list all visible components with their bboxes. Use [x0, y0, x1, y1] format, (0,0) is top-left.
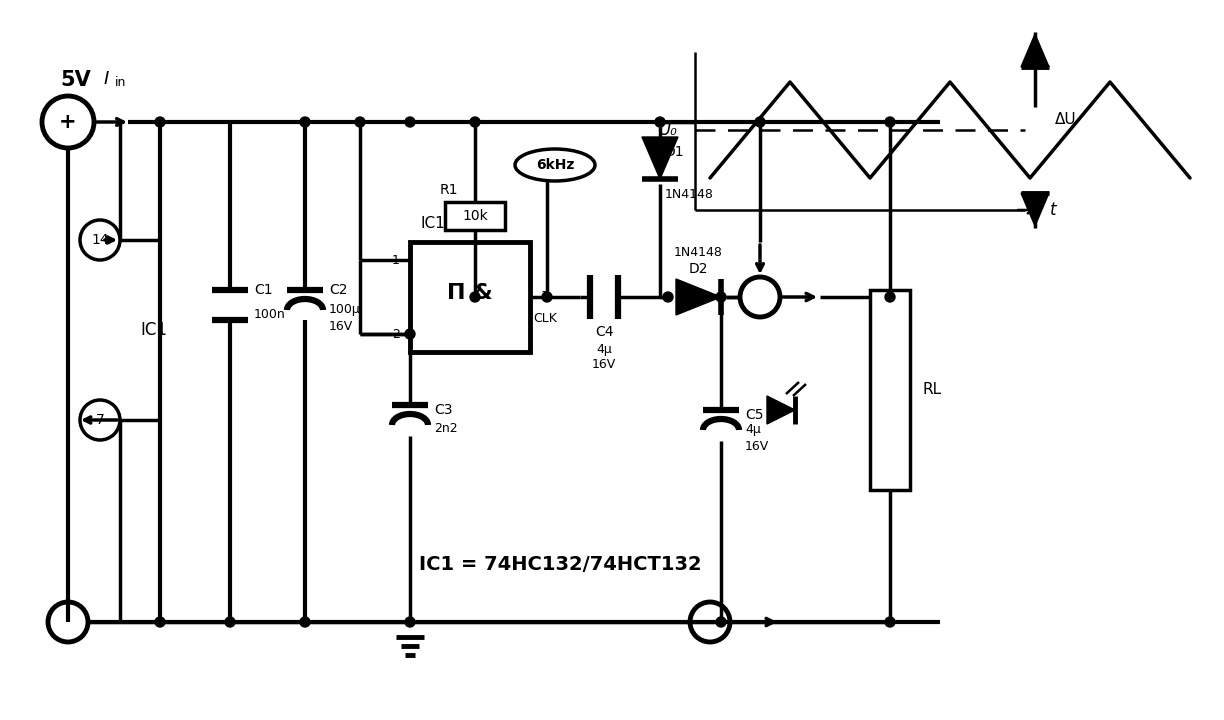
Circle shape: [405, 617, 415, 627]
Text: ΔU: ΔU: [1055, 112, 1077, 127]
Text: C4: C4: [595, 325, 613, 339]
Bar: [410, 242, 530, 352]
Text: +: +: [59, 112, 77, 132]
Bar: [446, 202, 506, 230]
Text: 14: 14: [91, 233, 109, 247]
Text: 7: 7: [95, 413, 104, 427]
Circle shape: [716, 292, 726, 302]
Circle shape: [716, 617, 726, 627]
Ellipse shape: [515, 149, 595, 181]
Text: D1: D1: [665, 145, 684, 159]
Text: RL: RL: [922, 382, 941, 397]
Text: 4µ: 4µ: [596, 343, 612, 356]
Text: C3: C3: [435, 403, 453, 417]
Text: 1N4148: 1N4148: [673, 246, 722, 259]
Text: C1: C1: [255, 283, 273, 297]
Circle shape: [470, 292, 480, 302]
Circle shape: [155, 617, 165, 627]
Circle shape: [300, 117, 310, 127]
Text: IC1: IC1: [140, 321, 166, 339]
Text: 6kHz: 6kHz: [536, 158, 574, 172]
Text: 3: 3: [540, 290, 548, 304]
Text: C2: C2: [329, 283, 348, 297]
Text: C5: C5: [745, 408, 764, 422]
Text: 10k: 10k: [463, 209, 488, 223]
Text: 5V: 5V: [60, 70, 91, 90]
Text: 16V: 16V: [592, 359, 616, 372]
Circle shape: [470, 117, 480, 127]
Text: CLK: CLK: [534, 312, 557, 325]
Circle shape: [405, 329, 415, 339]
Circle shape: [405, 117, 415, 127]
Circle shape: [885, 292, 895, 302]
Polygon shape: [676, 279, 721, 315]
Text: IC1 = 74HC132/74HCT132: IC1 = 74HC132/74HCT132: [419, 556, 701, 575]
Text: 16V: 16V: [745, 441, 769, 454]
Bar: [870, 290, 909, 490]
Polygon shape: [1021, 34, 1049, 67]
Text: 100n: 100n: [255, 308, 285, 322]
Circle shape: [300, 617, 310, 627]
Text: 100µ: 100µ: [329, 304, 361, 317]
Text: Π &: Π &: [447, 283, 493, 303]
Text: in: in: [115, 76, 126, 89]
Circle shape: [663, 292, 673, 302]
Circle shape: [655, 117, 665, 127]
Text: IC1a: IC1a: [420, 217, 454, 232]
Text: U₀: U₀: [659, 121, 677, 139]
Polygon shape: [643, 137, 678, 179]
Circle shape: [885, 617, 895, 627]
Polygon shape: [767, 396, 796, 424]
Text: D2: D2: [688, 262, 707, 276]
Text: 2n2: 2n2: [435, 421, 458, 434]
Text: R1: R1: [439, 183, 459, 197]
Circle shape: [542, 292, 552, 302]
Circle shape: [885, 117, 895, 127]
Circle shape: [155, 117, 165, 127]
Text: 1N4148: 1N4148: [665, 187, 714, 200]
Text: 16V: 16V: [329, 320, 354, 333]
Text: t: t: [1050, 201, 1056, 219]
Text: 2: 2: [392, 328, 400, 341]
Text: 4µ: 4µ: [745, 423, 761, 436]
Text: 1: 1: [392, 253, 400, 266]
Circle shape: [755, 117, 765, 127]
Circle shape: [225, 617, 235, 627]
Polygon shape: [1021, 193, 1049, 226]
Circle shape: [355, 117, 365, 127]
Text: I: I: [104, 70, 109, 88]
